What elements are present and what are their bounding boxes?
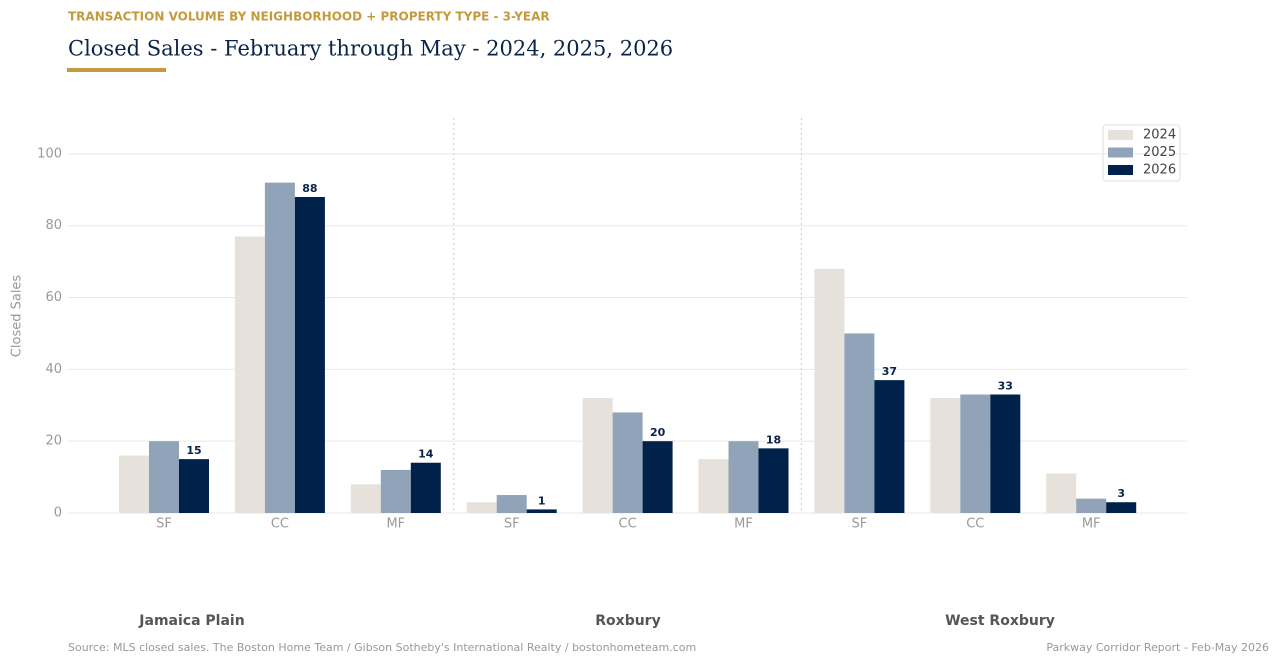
x-tick-label: MF: [734, 517, 753, 532]
bar: [960, 394, 991, 513]
bar: [582, 398, 613, 513]
bar: [496, 495, 527, 513]
bar: [294, 197, 325, 513]
bar: [1076, 498, 1107, 513]
bar: [990, 394, 1021, 513]
legend-swatch: [1108, 130, 1133, 140]
bar: [758, 448, 789, 513]
y-tick-label: 20: [45, 434, 62, 449]
legend-label: 2025: [1143, 145, 1176, 160]
bar: [466, 502, 497, 513]
legend-swatch: [1108, 165, 1133, 175]
legend-label: 2024: [1143, 128, 1176, 143]
bar: [642, 441, 673, 513]
bar: [149, 441, 179, 513]
group-label: Jamaica Plain: [138, 613, 244, 629]
x-tick-label: MF: [386, 517, 405, 532]
x-tick-label: SF: [852, 517, 868, 532]
title-underline: [67, 68, 166, 72]
chart-subtitle: TRANSACTION VOLUME BY NEIGHBORHOOD + PRO…: [68, 10, 550, 24]
value-label: 18: [766, 433, 781, 446]
bar: [1046, 473, 1077, 513]
value-label: 15: [186, 444, 201, 457]
y-tick-label: 0: [54, 506, 62, 521]
y-tick-label: 40: [45, 362, 62, 377]
group-label: West Roxbury: [945, 613, 1055, 629]
x-tick-label: SF: [156, 517, 172, 532]
bar: [612, 412, 643, 513]
bar: [728, 441, 759, 513]
value-label: 37: [882, 365, 897, 378]
y-tick-label: 80: [45, 218, 62, 233]
bar: [119, 455, 149, 513]
value-label: 14: [418, 448, 434, 461]
bar: [350, 484, 381, 513]
bar: [844, 333, 875, 513]
x-tick-label: CC: [271, 517, 289, 532]
x-tick-label: SF: [504, 517, 520, 532]
bar: [380, 469, 411, 513]
bar: [234, 236, 265, 513]
value-label: 1: [538, 494, 546, 507]
bar: [179, 459, 209, 513]
chart-title: Closed Sales - February through May - 20…: [68, 37, 673, 61]
group-label: Roxbury: [595, 613, 660, 629]
bar: [814, 268, 845, 513]
bar: [930, 398, 961, 513]
value-label: 3: [1117, 487, 1125, 500]
y-axis-label: Closed Sales: [10, 275, 25, 358]
bar: [874, 380, 905, 513]
value-label: 88: [302, 182, 317, 195]
x-tick-label: MF: [1082, 517, 1101, 532]
bar: [1106, 502, 1137, 513]
y-tick-label: 100: [37, 146, 62, 161]
footer-note: Parkway Corridor Report - Feb-May 2026: [1046, 641, 1269, 654]
y-tick-label: 60: [45, 290, 62, 305]
value-label: 33: [998, 380, 1013, 393]
source-note: Source: MLS closed sales. The Boston Hom…: [68, 641, 696, 654]
bar: [526, 509, 557, 513]
x-tick-label: CC: [966, 517, 984, 532]
bar: [264, 182, 295, 514]
x-tick-label: CC: [619, 517, 637, 532]
legend-label: 2026: [1143, 163, 1176, 178]
bar: [410, 462, 441, 513]
value-label: 20: [650, 426, 666, 439]
legend-swatch: [1108, 147, 1133, 158]
bar: [698, 459, 729, 513]
